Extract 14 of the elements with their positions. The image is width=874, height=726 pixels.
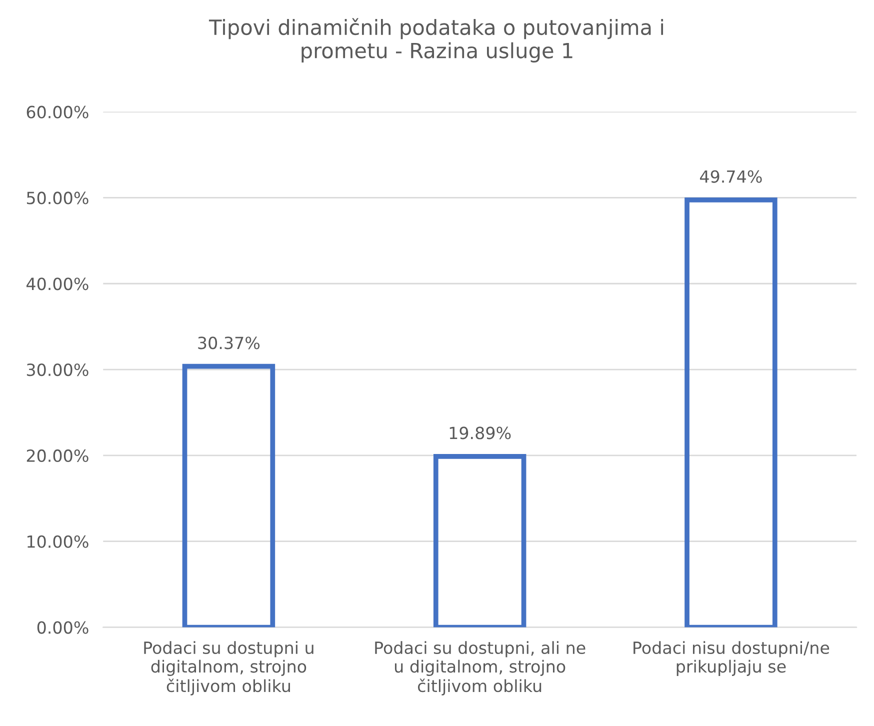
x-tick-label: Podaci su dostupni, ali ne u digitalnom, strojno čitljivom obliku [375,641,586,696]
y-tick-label: 40.00% [26,278,88,290]
x-tick-label: Podaci nisu dostupni/ne prikupljaju se [634,641,830,676]
y-tick-label: 60.00% [26,106,88,118]
y-tick-label: 30.00% [26,363,88,376]
y-tick-label: 0.00% [37,621,88,634]
y-tick-label: 50.00% [26,192,88,204]
data-label: 49.74% [700,170,762,183]
y-tick-label: 20.00% [26,449,88,462]
chart-title: Tipovi dinamičnih podataka o putovanjima i prometu - Razina usluge 1 [208,18,664,62]
y-tick-label: 10.00% [28,535,88,548]
data-label: 19.89% [450,426,511,440]
data-label: 30.37% [198,336,260,350]
x-tick-label: Podaci su dostupni u digitalnom, strojno čitljivom obliku [144,641,314,696]
